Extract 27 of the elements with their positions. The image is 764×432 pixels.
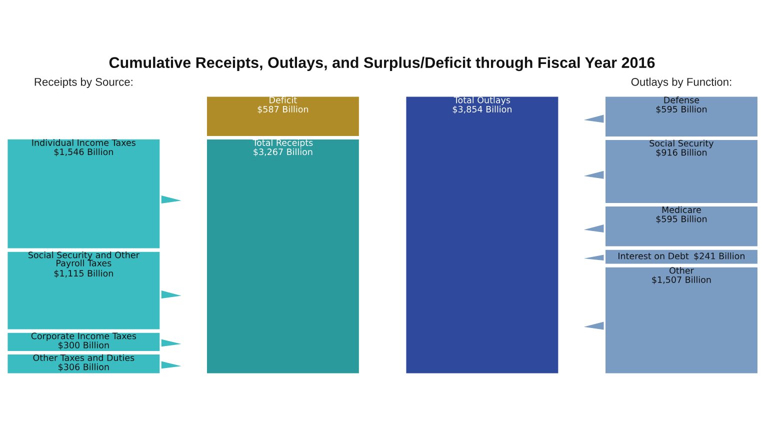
series-label: Defense: [664, 96, 700, 104]
series-label: Total Receipts: [252, 139, 313, 148]
series-label: Other Taxes and Duties: [33, 354, 134, 362]
data-label: $306 Billion: [58, 363, 109, 372]
text: Outlays by Function:: [631, 78, 732, 88]
data-label: $300 Billion: [58, 342, 109, 350]
series-label: Other: [670, 267, 694, 274]
series-label: Social Security and Other Payroll Taxes: [28, 251, 140, 268]
data-label: $595 Billion: [656, 106, 707, 114]
data-label: $916 Billion: [656, 148, 707, 157]
data-label: $241 Billion: [694, 252, 744, 260]
data-label: $587 Billion: [258, 106, 308, 114]
data-label: $1,546 Billion: [54, 148, 113, 156]
series-label: Social Security: [650, 140, 714, 148]
data-label: $595 Billion: [656, 215, 707, 224]
series-label: Corporate Income Taxes: [31, 332, 136, 341]
series-label: Total Outlays: [454, 96, 510, 106]
data-label: $3,267 Billion: [254, 148, 312, 156]
series-label: Individual Income Taxes: [32, 139, 136, 146]
series-label: Deficit: [270, 96, 297, 104]
data-label: $1,115 Billion: [54, 270, 113, 278]
data-label: $3,854 Billion: [452, 106, 512, 114]
series-label: Medicare: [662, 206, 701, 214]
chart-title: Cumulative Receipts, Outlays, and Surplus/Deficit through Fiscal Year 2016: [109, 56, 655, 72]
data-label: $1,507 Billion: [652, 276, 711, 284]
legend-label: Interest on Debt: [618, 252, 689, 260]
text: Receipts by Source:: [34, 78, 132, 88]
